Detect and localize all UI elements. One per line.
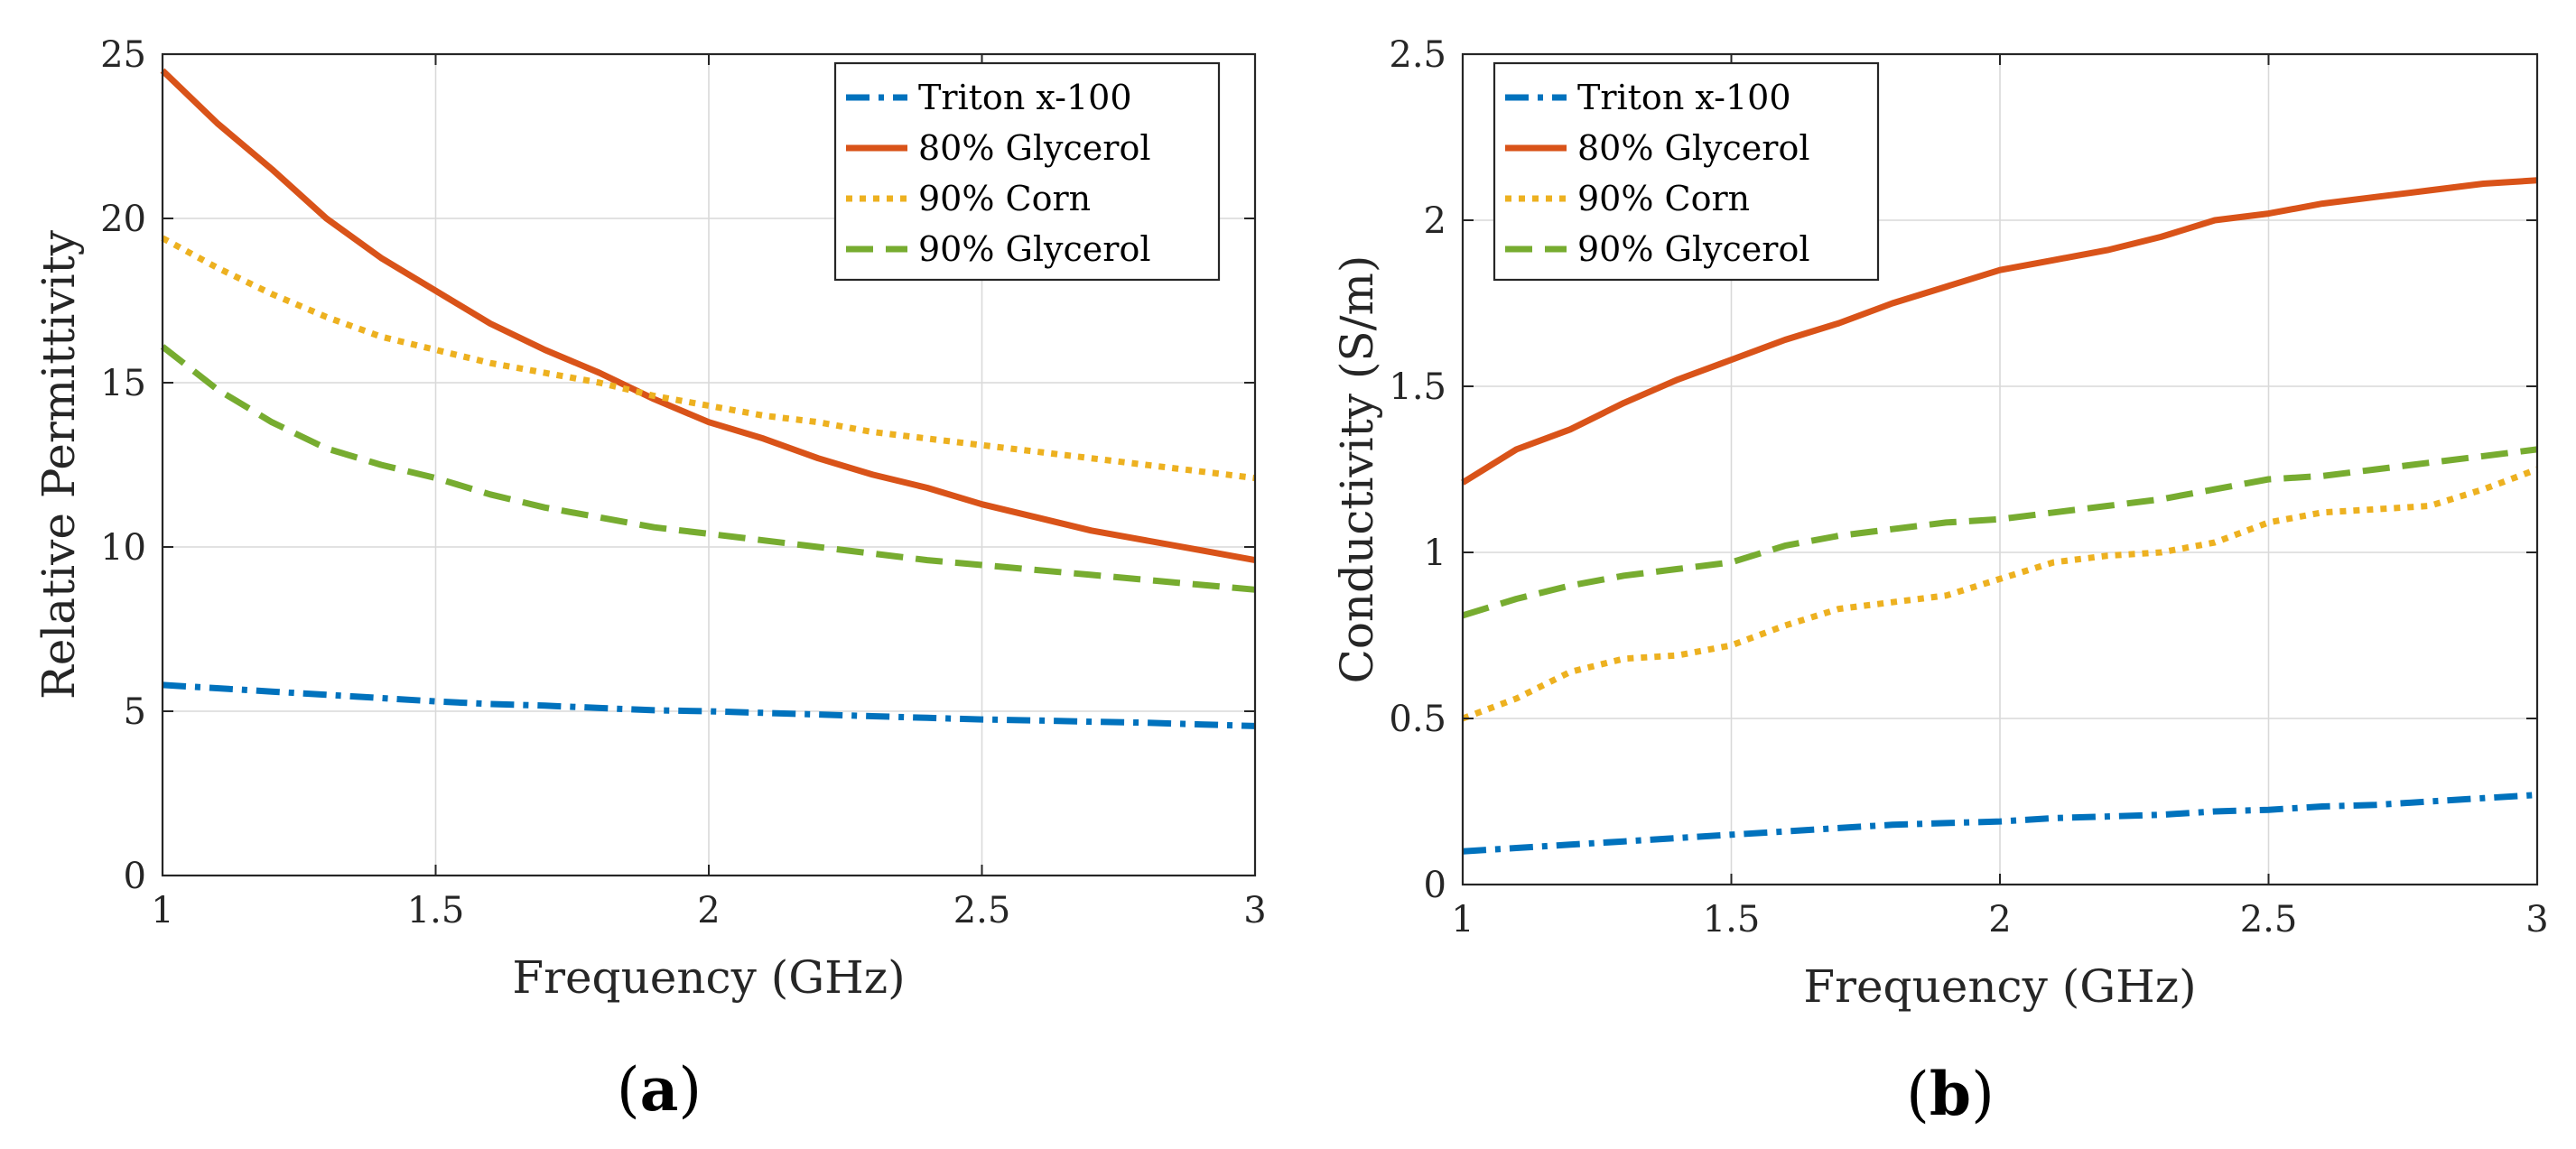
y-tick-label: 1.5 <box>1389 366 1446 408</box>
x-tick-label: 1.5 <box>1703 899 1761 941</box>
x-tick-label: 2.5 <box>953 890 1011 931</box>
chart-panel-a: 1 1.5 2 2.5 3 0 5 10 15 20 25 Frequency (GHz) Rel… <box>33 34 1267 1125</box>
y-axis-label: Conductivity (S/m) <box>1331 255 1383 684</box>
legend-label: 90% Glycerol <box>1577 229 1809 269</box>
series-line-90-glycerol <box>1461 446 2538 619</box>
x-axis-label: Frequency (GHz) <box>512 951 905 1004</box>
y-tick-label: 0 <box>124 856 146 897</box>
legend-label: Triton x-100 <box>1577 78 1791 117</box>
legend-label: 90% Glycerol <box>918 229 1150 269</box>
x-tick-label: 2 <box>1988 899 2011 941</box>
y-tick-label: 5 <box>124 691 146 733</box>
y-tick-label: 25 <box>100 34 146 76</box>
series-lines <box>1461 177 2539 855</box>
y-tick-label: 2 <box>1424 200 1446 242</box>
panel-label-a: (a) <box>617 1054 702 1125</box>
y-tick-label: 0 <box>1424 865 1446 906</box>
y-tick-label: 2.5 <box>1389 34 1446 76</box>
y-tick-label: 15 <box>100 363 146 404</box>
series-line-triton-x-100 <box>1462 792 2538 855</box>
x-axis-label: Frequency (GHz) <box>1803 960 2196 1013</box>
series-line-80-glycerol <box>160 68 1256 564</box>
y-tick-label: 1 <box>1424 533 1446 574</box>
legend-label: 90% Corn <box>1577 179 1750 218</box>
x-tick-label: 3 <box>1243 890 1266 931</box>
y-tick-labels: 0 0.5 1 1.5 2 2.5 <box>1389 34 1446 906</box>
series-line-triton-x-100 <box>162 681 1256 729</box>
x-tick-label: 3 <box>2525 899 2548 941</box>
tick-marks <box>162 53 1256 876</box>
series-line-90-corn <box>1461 466 2539 722</box>
legend: Triton x-100 80% Glycerol 90% Corn 90% Glyc… <box>1493 61 1880 282</box>
panel-label-b: (b) <box>1906 1059 1995 1129</box>
y-tick-label: 20 <box>100 199 146 240</box>
legend-label: 90% Corn <box>918 179 1091 218</box>
series-lines <box>160 68 1256 729</box>
tick-marks <box>1462 53 2538 885</box>
chart-panel-b: 1 1.5 2 2.5 3 0 0.5 1 1.5 2 2.5 Frequency (GHz) C… <box>1331 34 2549 1129</box>
x-tick-label: 1 <box>1451 899 1474 941</box>
y-axis-label: Relative Permittivity <box>33 229 85 700</box>
y-tick-label: 10 <box>100 527 146 569</box>
y-tick-label: 0.5 <box>1389 699 1446 740</box>
x-tick-labels: 1 1.5 2 2.5 3 <box>151 890 1266 931</box>
x-tick-label: 2 <box>697 890 720 931</box>
legend-label: 80% Glycerol <box>918 128 1150 168</box>
x-tick-labels: 1 1.5 2 2.5 3 <box>1451 899 2548 941</box>
x-tick-label: 2.5 <box>2240 899 2298 941</box>
x-tick-label: 1 <box>151 890 173 931</box>
legend-label: 80% Glycerol <box>1577 128 1809 168</box>
x-tick-label: 1.5 <box>407 890 465 931</box>
series-line-90-glycerol <box>160 344 1256 593</box>
y-tick-labels: 0 5 10 15 20 25 <box>100 34 146 897</box>
series-line-80-glycerol <box>1461 177 2538 486</box>
legend: Triton x-100 80% Glycerol 90% Corn 90% Glyc… <box>833 61 1221 282</box>
legend-label: Triton x-100 <box>918 78 1132 117</box>
